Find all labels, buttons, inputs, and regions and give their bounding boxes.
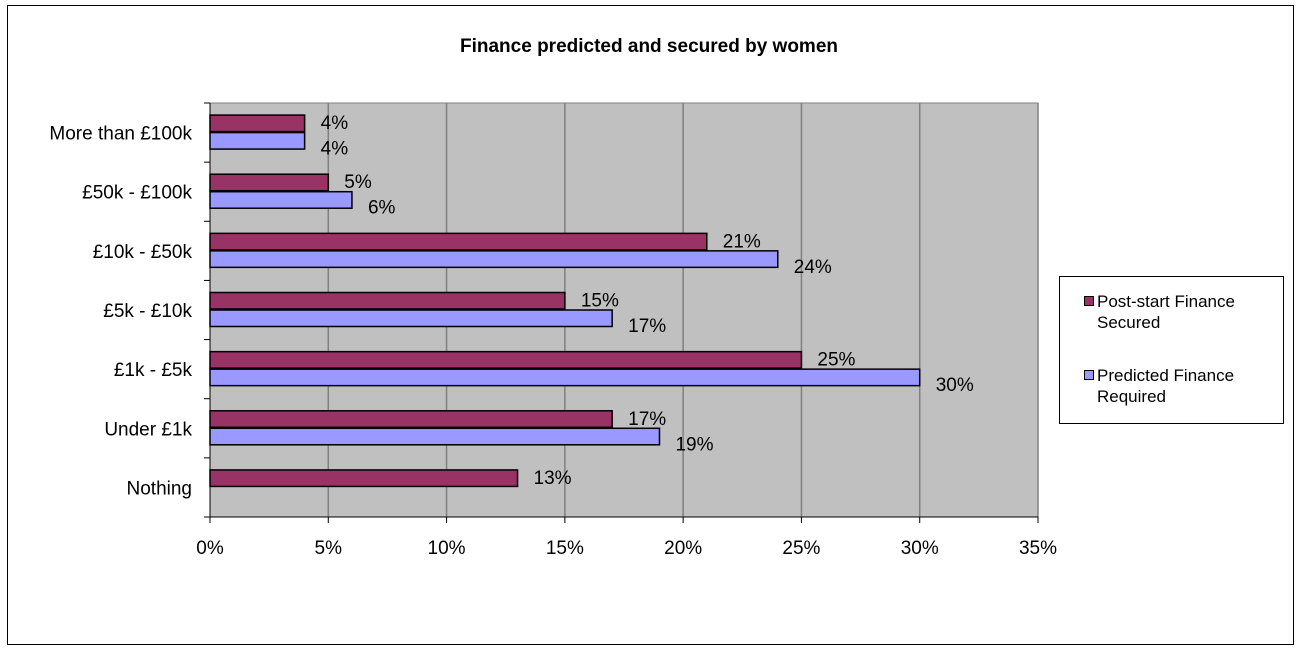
x-tick-label-0: 0% — [196, 538, 224, 559]
data-label-s1-0: 4% — [321, 139, 349, 160]
legend-item-predicted: Predicted Finance Required — [1084, 365, 1277, 407]
legend-label-predicted: Predicted Finance Required — [1097, 366, 1235, 406]
data-label-s0-6: 13% — [534, 468, 572, 489]
data-label-s1-2: 24% — [794, 257, 832, 278]
bar-s0-0 — [209, 114, 306, 133]
data-label-s0-4: 25% — [817, 350, 855, 371]
chart-title: Finance predicted and secured by women — [460, 36, 838, 57]
data-label-s1-3: 17% — [628, 316, 666, 337]
y-tick-label-4: £1k - £5k — [114, 360, 193, 381]
y-tick-label-0: More than £100k — [49, 124, 192, 145]
x-tick-label-5: 25% — [782, 538, 820, 559]
bar-s0-3 — [209, 291, 566, 310]
bar-s1-0 — [209, 131, 306, 150]
x-tick-label-6: 30% — [901, 538, 939, 559]
data-label-s0-1: 5% — [344, 172, 372, 193]
legend-swatch-predicted — [1084, 370, 1094, 380]
bar-s1-5 — [209, 427, 661, 446]
data-label-s0-0: 4% — [321, 113, 349, 134]
data-label-s1-5: 19% — [675, 434, 713, 455]
bar-s0-5 — [209, 410, 613, 429]
bar-s0-6 — [209, 469, 519, 488]
data-label-s0-3: 15% — [581, 291, 619, 312]
bar-s1-4 — [209, 368, 921, 387]
y-tick-label-6: Nothing — [127, 478, 193, 499]
bar-s1-2 — [209, 250, 779, 269]
bar-s1-3 — [209, 309, 613, 328]
x-tick-label-3: 15% — [546, 538, 584, 559]
x-tick-label-1: 5% — [315, 538, 343, 559]
x-tick-label-7: 35% — [1019, 538, 1057, 559]
y-tick-label-3: £5k - £10k — [103, 301, 192, 322]
y-tick-label-5: Under £1k — [104, 419, 192, 440]
plot-area: 0% 5% 10% 15% 20% 25% 30% 35% More than £100k 4% 4… — [49, 102, 1057, 559]
bar-s1-1 — [209, 190, 353, 209]
x-tick-label-2: 10% — [428, 538, 466, 559]
bar-s0-2 — [209, 232, 708, 251]
bar-s0-4 — [209, 350, 803, 369]
legend-item-post-start: Post-start Finance Secured — [1084, 291, 1277, 333]
data-label-s1-1: 6% — [368, 198, 396, 219]
legend: Post-start Finance Secured Predicted Fin… — [1059, 276, 1284, 424]
bar-s0-1 — [209, 173, 330, 192]
y-tick-label-2: £10k - £50k — [93, 242, 193, 263]
legend-swatch-post-start — [1084, 296, 1094, 306]
data-label-s0-2: 21% — [723, 231, 761, 252]
x-tick-label-4: 20% — [664, 538, 702, 559]
data-label-s1-4: 30% — [936, 375, 974, 396]
legend-label-post-start: Post-start Finance Secured — [1097, 292, 1235, 332]
y-tick-label-1: £50k - £100k — [82, 183, 192, 204]
data-label-s0-5: 17% — [628, 409, 666, 430]
